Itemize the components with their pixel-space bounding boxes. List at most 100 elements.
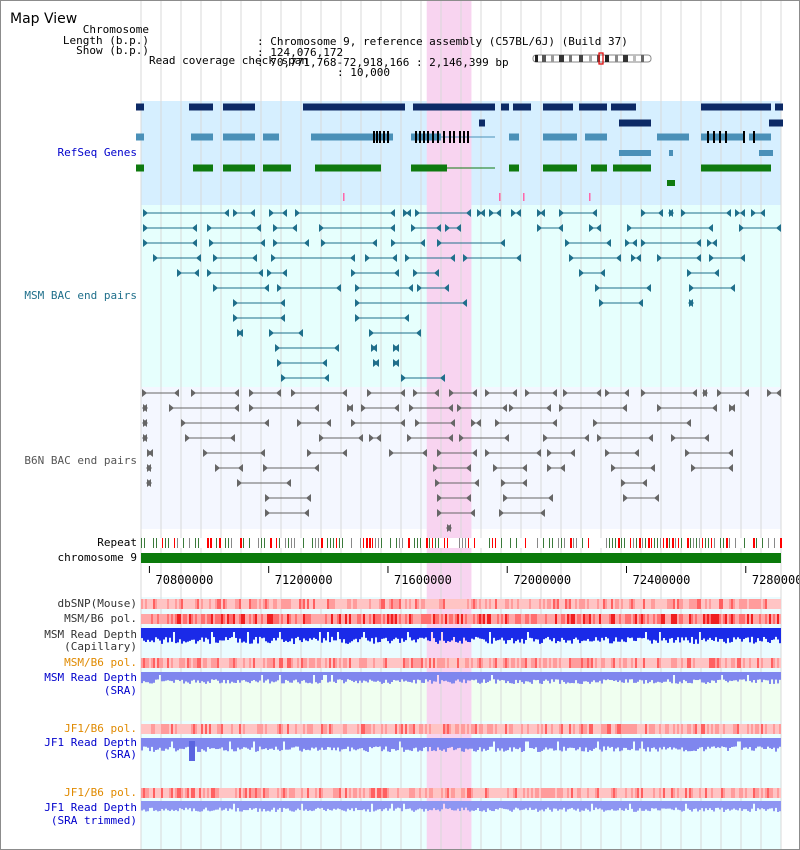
refseq-exon-tick (707, 131, 709, 143)
b6n-bac-pair-end (449, 389, 454, 397)
read-depth-bar (345, 672, 347, 682)
read-depth-bar (273, 628, 275, 639)
polymorphism-cell (151, 724, 153, 734)
read-depth-bar (777, 801, 779, 812)
read-depth-bar (527, 672, 529, 682)
polymorphism-cell (239, 614, 241, 624)
polymorphism-cell (673, 724, 675, 734)
read-depth-bar (431, 672, 433, 684)
read-depth-bar (519, 628, 521, 643)
read-depth-bar (207, 738, 209, 748)
polymorphism-cell (159, 599, 161, 609)
read-depth-bar (333, 672, 335, 682)
polymorphism-cell (591, 599, 593, 609)
read-depth-bar (143, 801, 145, 810)
repeat-element (543, 538, 544, 548)
read-depth-bar (499, 738, 501, 751)
polymorphism-cell (197, 599, 199, 609)
polymorphism-cell (219, 658, 221, 668)
read-depth-bar (377, 738, 379, 747)
msm-bac-pair-end (537, 224, 542, 232)
polymorphism-cell (271, 658, 273, 668)
read-depth-bar (349, 738, 351, 752)
read-depth-bar (219, 628, 221, 641)
read-depth-bar (727, 672, 729, 683)
polymorphism-cell (559, 658, 561, 668)
b6n-bac-pair-end (237, 479, 242, 487)
read-depth-bar (559, 628, 561, 642)
msm-bac-pair-end (391, 239, 396, 247)
b6n-bac-pair-end (717, 389, 722, 397)
polymorphism-cell (257, 724, 259, 734)
b6n-bac-pair-end (181, 419, 186, 427)
read-depth-bar (289, 738, 291, 750)
read-depth-bar (389, 672, 391, 684)
read-depth-bar (481, 801, 483, 812)
repeat-element (774, 538, 775, 548)
polymorphism-cell (537, 614, 539, 624)
polymorphism-cell (215, 599, 217, 609)
polymorphism-cell (371, 599, 373, 609)
polymorphism-cell (315, 788, 317, 798)
read-depth-bar (399, 738, 401, 742)
polymorphism-cell (417, 599, 419, 609)
polymorphism-cell (355, 724, 357, 734)
polymorphism-cell (259, 599, 261, 609)
polymorphism-cell (657, 614, 659, 624)
read-depth-bar (633, 738, 635, 742)
polymorphism-cell (489, 724, 491, 734)
b6n-bac-pair-end (215, 464, 220, 472)
polymorphism-cell (747, 724, 749, 734)
read-depth-bar (261, 672, 263, 675)
polymorphism-cell (323, 614, 325, 624)
read-depth-bar (483, 672, 485, 680)
polymorphism-cell (747, 658, 749, 668)
read-depth-bar (509, 801, 511, 811)
read-depth-bar (225, 801, 227, 809)
b6n-bac-pair-end (319, 434, 324, 442)
chromosome-ideogram[interactable] (529, 52, 657, 66)
polymorphism-cell (613, 599, 615, 609)
b6n-bac-pair-end (476, 419, 481, 427)
read-depth-bar (157, 628, 159, 639)
polymorphism-cell (381, 788, 383, 798)
read-depth-bar (149, 628, 151, 642)
refseq-gene-exon (543, 164, 577, 172)
polymorphism-cell (585, 599, 587, 609)
polymorphism-cell (739, 599, 741, 609)
read-depth-bar (151, 801, 153, 808)
polymorphism-cell (483, 788, 485, 798)
polymorphism-cell (479, 614, 481, 624)
polymorphism-cell (491, 614, 493, 624)
read-depth-bar (701, 628, 703, 640)
read-depth-bar (169, 628, 171, 638)
repeat-track-bg (141, 538, 781, 548)
polymorphism-cell (195, 599, 197, 609)
polymorphism-cell (351, 658, 353, 668)
polymorphism-cell (457, 658, 459, 668)
read-depth-bar (533, 628, 535, 642)
polymorphism-cell (777, 788, 779, 798)
read-depth-bar (717, 801, 719, 808)
polymorphism-cell (331, 599, 333, 609)
b6n-bac-pair-end (485, 389, 490, 397)
polymorphism-cell (499, 788, 501, 798)
polymorphism-cell (723, 788, 725, 798)
track-label-msm-b6-pol-1: MSM/B6 pol. (64, 612, 137, 625)
polymorphism-cell (713, 724, 715, 734)
read-depth-bar (741, 672, 743, 680)
polymorphism-cell (539, 599, 541, 609)
polymorphism-cell (595, 788, 597, 798)
read-depth-bar (227, 801, 229, 811)
polymorphism-cell (631, 599, 633, 609)
polymorphism-cell (233, 599, 235, 609)
polymorphism-cell (483, 599, 485, 609)
b6n-bac-pair-end (376, 434, 381, 442)
read-depth-bar (495, 672, 497, 684)
read-depth-bar (511, 801, 513, 812)
read-depth-bar (209, 738, 211, 749)
polymorphism-cell (407, 724, 409, 734)
b6n-bac-pair-end (234, 389, 239, 397)
read-depth-bar (685, 672, 687, 682)
